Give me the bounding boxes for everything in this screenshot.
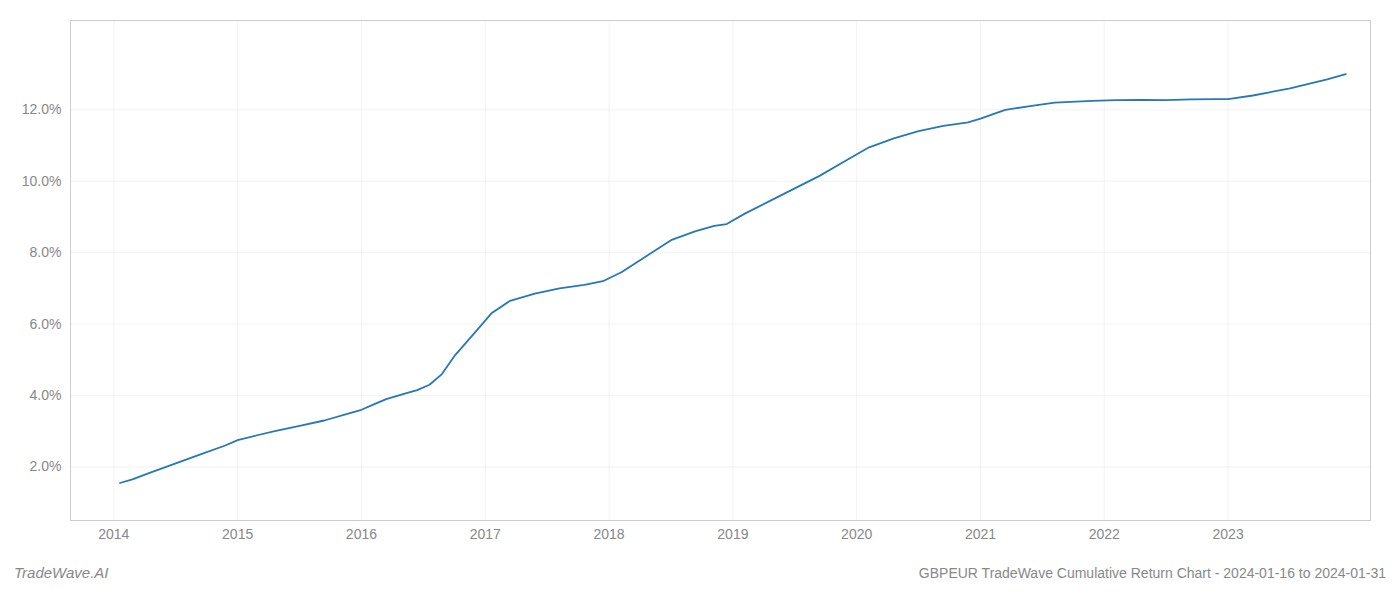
svg-text:2022: 2022	[1089, 526, 1120, 542]
svg-text:2021: 2021	[965, 526, 996, 542]
svg-text:8.0%: 8.0%	[30, 244, 62, 260]
svg-text:10.0%: 10.0%	[22, 173, 62, 189]
svg-text:2015: 2015	[222, 526, 253, 542]
svg-text:2018: 2018	[593, 526, 624, 542]
svg-text:12.0%: 12.0%	[22, 101, 62, 117]
svg-text:4.0%: 4.0%	[30, 387, 62, 403]
svg-text:2014: 2014	[98, 526, 129, 542]
svg-text:2019: 2019	[717, 526, 748, 542]
svg-text:2020: 2020	[841, 526, 872, 542]
html-text:GBPEUR TradeWave Cumulative Re: GBPEUR TradeWave Cumulative Return Chart…	[918, 565, 1386, 581]
svg-text:6.0%: 6.0%	[30, 316, 62, 332]
svg-text:2017: 2017	[470, 526, 501, 542]
svg-text:2016: 2016	[346, 526, 377, 542]
svg-text:2.0%: 2.0%	[30, 458, 62, 474]
svg-text:2023: 2023	[1213, 526, 1244, 542]
html-text:TradeWave.AI: TradeWave.AI	[14, 564, 109, 581]
